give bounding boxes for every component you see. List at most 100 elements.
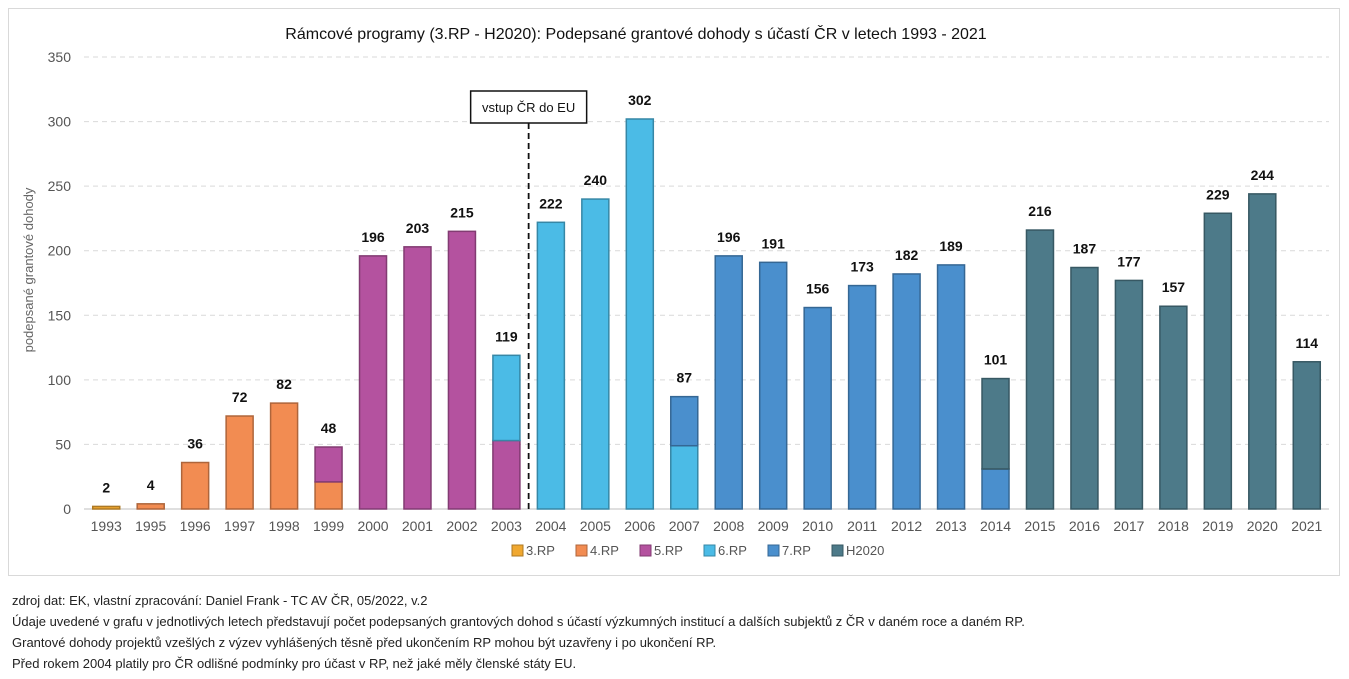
bar-2014-H2020 xyxy=(981,377,1010,470)
legend-label: 3.RP xyxy=(526,543,555,558)
data-label: 215 xyxy=(450,204,474,220)
data-label: 222 xyxy=(539,195,563,211)
note-after-end: Grantové dohody projektů vzešlých z výze… xyxy=(12,635,717,650)
bar-1998-4.RP xyxy=(269,402,299,510)
x-tick-label: 2010 xyxy=(802,518,833,534)
y-tick-label: 250 xyxy=(48,178,72,194)
data-label: 156 xyxy=(806,281,830,297)
bar-2012-7.RP xyxy=(892,273,921,510)
data-label: 157 xyxy=(1162,279,1186,295)
labels-layer: 2 1993 4 1995 36 1996 72 1997 82 1998 48 1999 196 200… xyxy=(91,92,1323,534)
data-label: 191 xyxy=(762,235,786,251)
x-tick-label: 2000 xyxy=(357,518,388,534)
x-tick-label: 1996 xyxy=(180,518,211,534)
legend: 3.RP 4.RP 5.RP 6.RP 7.RP H2020 xyxy=(511,543,884,558)
bar-1996-4.RP xyxy=(180,461,210,510)
y-tick-label: 300 xyxy=(48,114,72,130)
bar-2009-7.RP xyxy=(758,261,788,510)
bar-2003-6.RP xyxy=(492,354,521,442)
legend-label: 7.RP xyxy=(782,543,811,558)
x-tick-label: 2016 xyxy=(1069,518,1100,534)
bar-2000-5.RP xyxy=(358,255,388,510)
eu-accession-box xyxy=(469,90,588,124)
notes: zdroj dat: EK, vlastní zpracování: Danie… xyxy=(12,590,1025,674)
data-label: 4 xyxy=(147,477,155,493)
bar-2014-7.RP xyxy=(981,468,1010,510)
data-label: 48 xyxy=(321,420,337,436)
y-axis-label: podepsané grantové dohody xyxy=(21,187,36,352)
chart-title: Rámcové programy (3.RP - H2020): Podepsa… xyxy=(285,24,987,43)
x-tick-label: 2005 xyxy=(580,518,611,534)
legend-label: 6.RP xyxy=(718,543,747,558)
bar-2001-5.RP xyxy=(403,246,432,510)
x-tick-label: 2009 xyxy=(758,518,789,534)
data-label: 196 xyxy=(361,229,385,245)
bar-2013-7.RP xyxy=(936,264,966,510)
data-label: 114 xyxy=(1295,335,1318,351)
x-tick-label: 2019 xyxy=(1202,518,1233,534)
legend-swatch-4.RP xyxy=(575,544,588,557)
note-before-2004: Před rokem 2004 platily pro ČR odlišné p… xyxy=(12,656,577,671)
bar-1997-4.RP xyxy=(225,415,254,510)
legend-label: 5.RP xyxy=(654,543,683,558)
data-label: 173 xyxy=(850,259,874,275)
bar-2007-7.RP xyxy=(670,395,699,447)
data-label: 203 xyxy=(406,220,430,236)
bar-1999-4.RP xyxy=(314,481,343,510)
legend-label: H2020 xyxy=(846,543,884,558)
eu-accession-label: vstup ČR do EU xyxy=(482,100,575,115)
bar-1999-5.RP xyxy=(314,446,343,483)
legend-swatch-7.RP xyxy=(767,544,780,557)
bar-2021-H2020 xyxy=(1292,361,1322,510)
data-label: 302 xyxy=(628,92,652,108)
bar-2016-H2020 xyxy=(1070,266,1099,510)
x-tick-label: 2002 xyxy=(446,518,477,534)
data-label: 189 xyxy=(939,238,963,254)
x-tick-label: 2007 xyxy=(669,518,700,534)
bar-2004-6.RP xyxy=(536,221,566,510)
x-tick-label: 1999 xyxy=(313,518,344,534)
x-tick-label: 2018 xyxy=(1158,518,1189,534)
y-tick-label: 150 xyxy=(48,307,72,323)
data-label: 119 xyxy=(495,328,518,344)
legend-swatch-6.RP xyxy=(703,544,716,557)
x-tick-label: 2013 xyxy=(935,518,966,534)
note-description: Údaje uvedené v grafu v jednotlivých let… xyxy=(12,614,1025,629)
x-tick-label: 2014 xyxy=(980,518,1011,534)
chart-svg: Rámcové programy (3.RP - H2020): Podepsa… xyxy=(21,24,1329,558)
bar-2003-5.RP xyxy=(492,439,521,510)
data-label: 72 xyxy=(232,389,248,405)
y-tick-label: 100 xyxy=(48,372,72,388)
data-label: 101 xyxy=(984,352,1008,368)
bar-2019-H2020 xyxy=(1203,212,1233,510)
data-label: 2 xyxy=(102,479,110,495)
x-tick-label: 2004 xyxy=(535,518,566,534)
bar-2006-6.RP xyxy=(625,118,655,510)
x-tick-label: 1997 xyxy=(224,518,255,534)
y-tick-label: 50 xyxy=(55,436,71,452)
bar-2015-H2020 xyxy=(1025,229,1055,510)
bar-2007-6.RP xyxy=(670,444,699,510)
y-tick-label: 350 xyxy=(48,49,72,65)
data-label: 182 xyxy=(895,247,919,263)
x-tick-label: 2011 xyxy=(847,518,877,534)
data-label: 177 xyxy=(1117,253,1141,269)
y-tick-label: 0 xyxy=(63,501,71,517)
x-tick-label: 1993 xyxy=(91,518,122,534)
data-label: 244 xyxy=(1251,167,1275,183)
bar-2005-6.RP xyxy=(581,198,610,510)
bar-2017-H2020 xyxy=(1114,279,1144,510)
data-label: 187 xyxy=(1073,241,1097,257)
legend-swatch-3.RP xyxy=(511,544,524,557)
data-label: 196 xyxy=(717,229,741,245)
data-label: 216 xyxy=(1028,203,1052,219)
data-label: 82 xyxy=(276,376,292,392)
bar-1995-4.RP xyxy=(136,503,165,510)
x-tick-label: 2003 xyxy=(491,518,522,534)
x-tick-label: 1998 xyxy=(269,518,300,534)
legend-swatch-5.RP xyxy=(639,544,652,557)
x-tick-label: 2021 xyxy=(1291,518,1322,534)
data-label: 229 xyxy=(1206,186,1230,202)
bar-2020-H2020 xyxy=(1248,193,1277,510)
x-tick-label: 1995 xyxy=(135,518,166,534)
